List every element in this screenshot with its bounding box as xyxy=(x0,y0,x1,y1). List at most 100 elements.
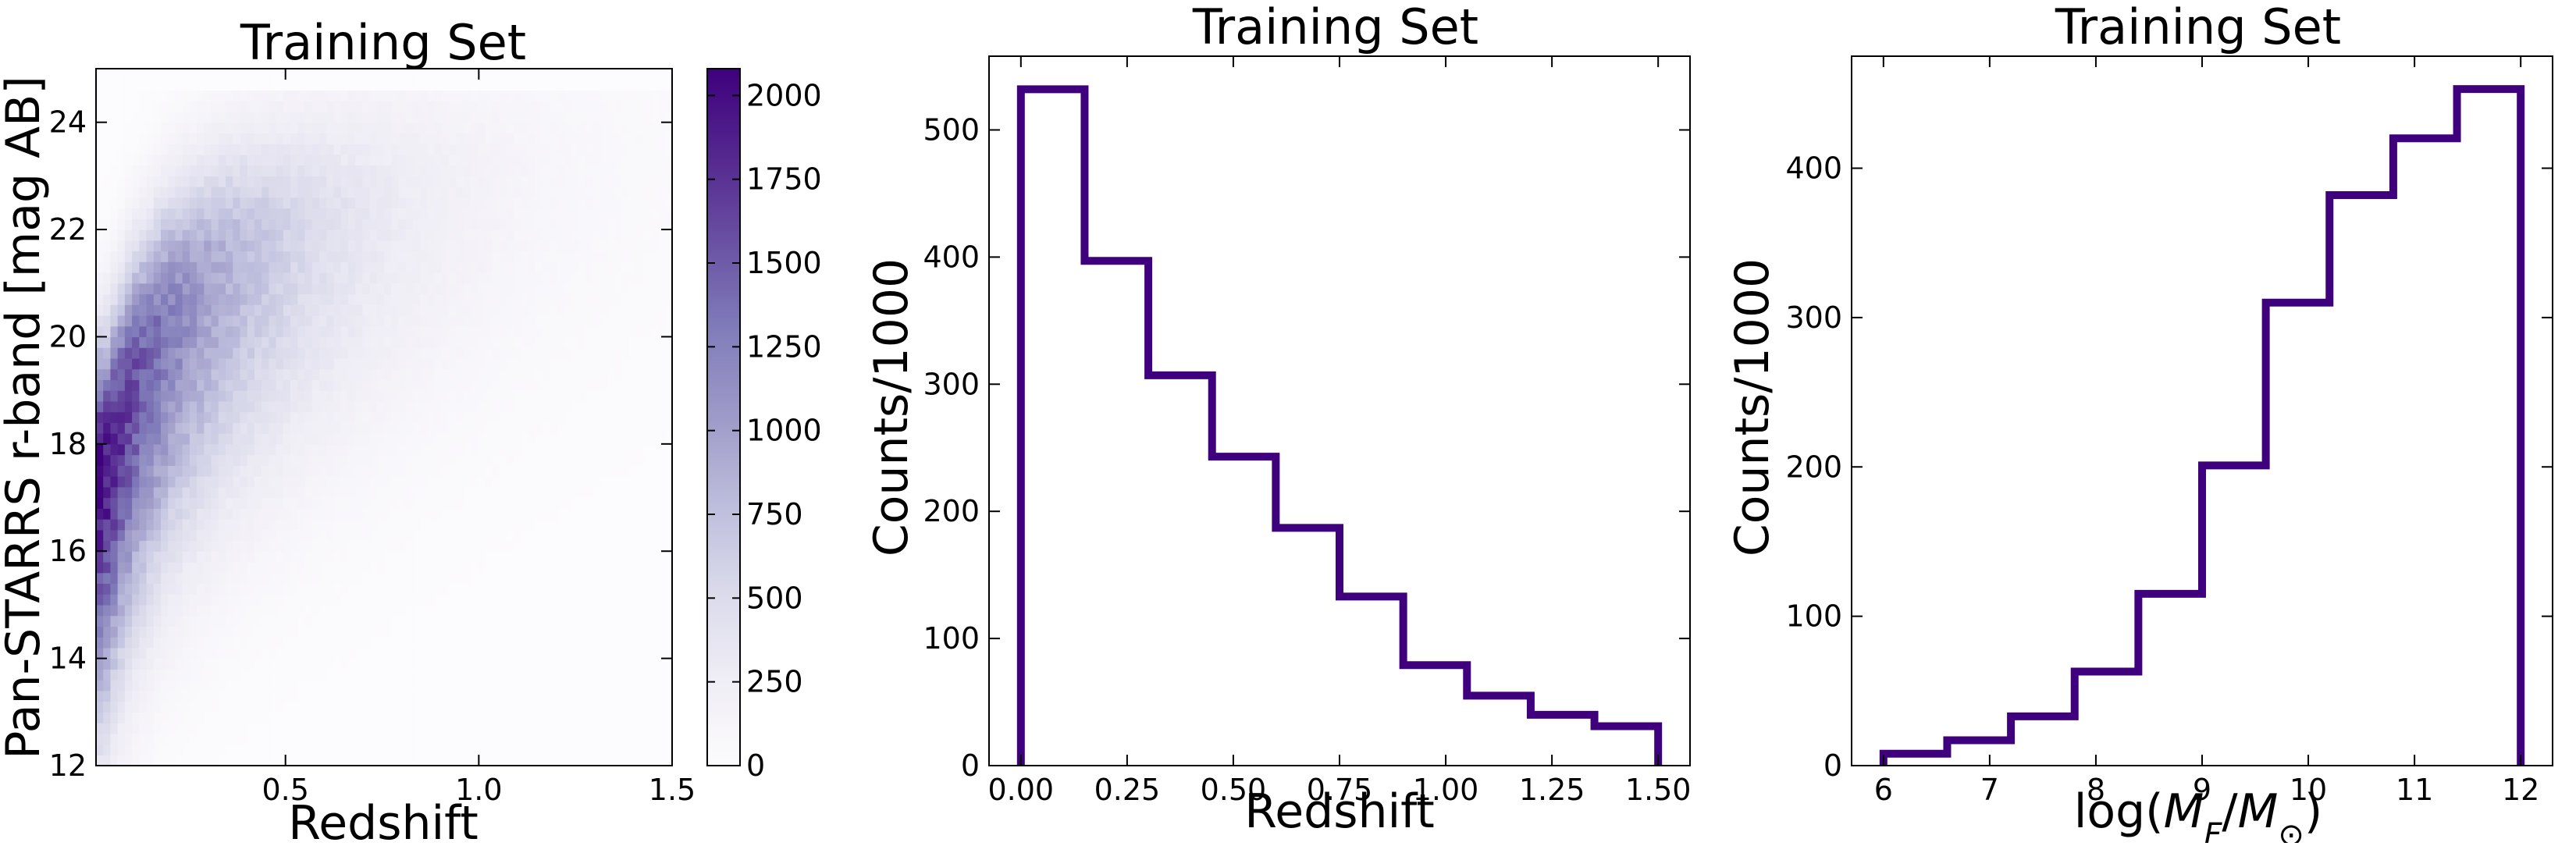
heatmap-cell xyxy=(449,744,457,755)
heatmap-cell xyxy=(262,497,269,509)
heatmap-cell xyxy=(535,261,543,273)
heatmap-cell xyxy=(485,733,493,745)
heatmap-cell xyxy=(506,187,514,198)
heatmap-cell xyxy=(456,357,464,370)
heatmap-cell xyxy=(347,712,356,723)
heatmap-cell xyxy=(326,615,335,627)
heatmap-cell xyxy=(391,122,400,134)
heatmap-cell xyxy=(427,744,436,755)
heatmap-cell xyxy=(405,690,414,702)
heatmap-cell xyxy=(326,368,335,381)
heatmap-cell xyxy=(240,304,248,316)
heatmap-cell xyxy=(161,165,169,176)
heatmap-cell xyxy=(218,615,226,627)
heatmap-cell xyxy=(571,583,579,595)
heatmap-cell xyxy=(535,165,543,176)
heatmap-cell xyxy=(578,690,586,702)
heatmap-cell xyxy=(391,144,400,155)
heatmap-cell xyxy=(189,122,197,134)
heatmap-cell xyxy=(391,723,400,734)
heatmap-cell xyxy=(347,647,356,659)
heatmap-cell xyxy=(391,744,400,755)
heatmap-cell xyxy=(283,755,291,766)
heatmap-cell xyxy=(218,165,226,176)
heatmap-cell xyxy=(161,240,169,252)
heatmap-cell xyxy=(578,122,586,134)
heatmap-cell xyxy=(434,144,443,155)
heatmap-cell xyxy=(635,400,644,413)
heatmap-cell xyxy=(499,519,507,531)
heatmap-cell xyxy=(384,79,392,91)
heatmap-cell xyxy=(262,529,269,542)
heatmap-cell xyxy=(240,529,248,542)
heatmap-cell xyxy=(189,690,197,702)
heatmap-cell xyxy=(376,122,385,134)
heatmap-cell xyxy=(592,165,601,176)
heatmap-cell xyxy=(535,240,543,252)
heatmap-cell xyxy=(110,519,119,531)
heatmap-cell xyxy=(628,390,637,402)
heatmap-cell xyxy=(506,680,514,691)
heatmap-cell xyxy=(103,476,112,488)
heatmap-cell xyxy=(470,637,479,649)
heatmap-cell xyxy=(204,90,212,101)
heatmap-cell xyxy=(521,261,529,273)
heatmap-cell xyxy=(485,508,493,520)
heatmap-cell xyxy=(276,69,284,80)
heatmap-cell xyxy=(434,755,443,766)
heatmap-cell xyxy=(463,519,471,531)
heatmap-cell xyxy=(240,176,248,187)
heatmap-cell xyxy=(233,283,241,295)
heatmap-cell xyxy=(550,476,557,488)
heatmap-cell xyxy=(635,497,644,509)
heatmap-cell xyxy=(233,69,241,80)
heatmap-cell xyxy=(441,680,450,691)
heatmap-cell xyxy=(283,144,291,155)
heatmap-cell xyxy=(499,551,507,563)
heatmap-cell xyxy=(182,583,190,595)
heatmap-cell xyxy=(607,283,615,295)
heatmap-cell xyxy=(412,315,421,327)
heatmap-cell xyxy=(600,357,608,370)
heatmap-cell xyxy=(585,669,594,681)
heatmap-cell xyxy=(506,604,514,617)
heatmap-cell xyxy=(621,197,630,209)
heatmap-cell xyxy=(535,637,543,649)
heatmap-cell xyxy=(384,690,392,702)
heatmap-cell xyxy=(117,594,126,606)
heatmap-cell xyxy=(528,261,536,273)
heatmap-cell xyxy=(384,368,392,381)
heatmap-cell xyxy=(441,357,450,370)
heatmap-cell xyxy=(376,101,385,112)
heatmap-cell xyxy=(376,357,385,370)
heatmap-cell xyxy=(211,637,219,649)
heatmap-cell xyxy=(233,658,241,670)
heatmap-cell xyxy=(449,712,457,723)
heatmap-cell xyxy=(578,144,586,155)
heatmap-cell xyxy=(276,712,284,723)
heatmap-cell xyxy=(499,208,507,219)
heatmap-cell xyxy=(340,690,349,702)
heatmap-cell xyxy=(506,90,514,101)
heatmap-cell xyxy=(477,122,486,134)
heatmap-cell xyxy=(600,551,608,563)
heatmap-cell xyxy=(96,400,104,413)
heatmap-cell xyxy=(369,476,378,488)
heatmap-cell xyxy=(124,79,133,91)
heatmap-cell xyxy=(103,551,112,563)
heatmap-cell xyxy=(376,111,385,123)
heatmap-cell xyxy=(355,433,363,445)
heatmap-cell xyxy=(182,615,190,627)
heatmap-cell xyxy=(621,187,630,198)
heatmap-cell xyxy=(355,669,363,681)
heatmap-cell xyxy=(420,712,428,723)
heatmap-cell xyxy=(139,208,148,219)
heatmap-cell xyxy=(226,572,233,585)
heatmap-cell xyxy=(283,626,291,638)
heatmap-cell xyxy=(340,368,349,381)
heatmap-cell xyxy=(456,272,464,284)
heatmap-cell xyxy=(550,240,557,252)
heatmap-cell xyxy=(269,433,277,445)
heatmap-cell xyxy=(269,583,277,595)
heatmap-cell xyxy=(226,615,233,627)
